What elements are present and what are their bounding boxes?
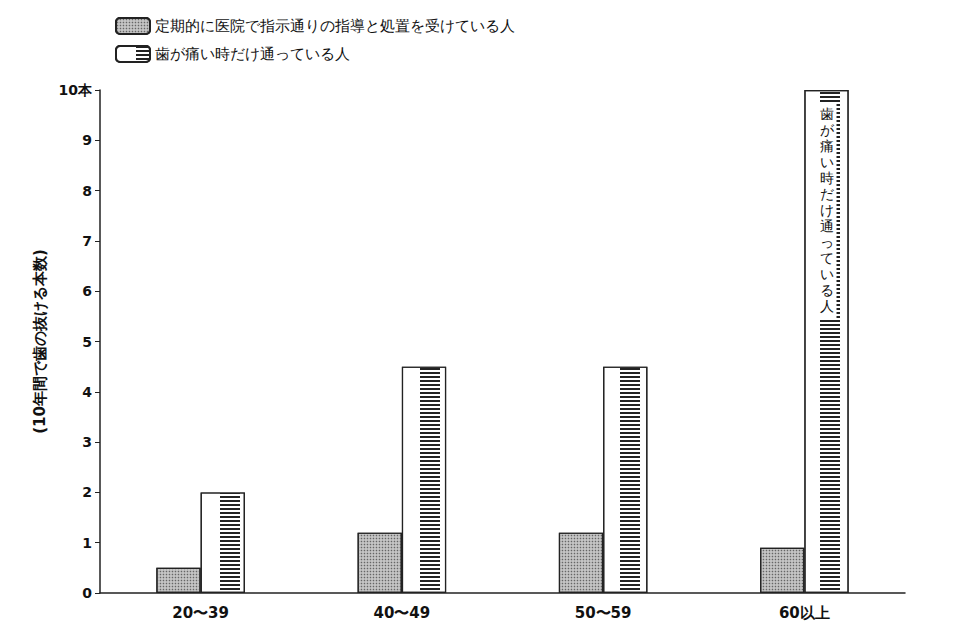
svg-text:歯が痛い時だけ通っている人: 歯が痛い時だけ通っている人 [155,45,350,63]
svg-text:20〜39: 20〜39 [172,604,229,622]
svg-text:定期的に医院で指示通りの指導と処置を受けている人: 定期的に医院で指示通りの指導と処置を受けている人 [155,17,515,35]
svg-text:8: 8 [82,183,92,199]
svg-text:10本: 10本 [59,82,93,98]
svg-text:(10年間で歯の抜ける本数): (10年間で歯の抜ける本数) [31,249,49,434]
svg-text:6: 6 [82,283,92,299]
svg-text:人: 人 [820,298,834,314]
svg-text:い: い [820,154,834,170]
svg-text:痛: 痛 [820,138,834,154]
svg-text:7: 7 [82,233,92,249]
svg-text:2: 2 [82,484,92,500]
svg-text:け: け [820,202,834,218]
svg-text:る: る [820,282,834,298]
svg-text:が: が [820,122,835,138]
svg-text:40〜49: 40〜49 [374,604,431,622]
svg-text:だ: だ [820,186,834,202]
svg-text:5: 5 [82,334,92,350]
svg-text:い: い [820,266,834,282]
svg-text:1: 1 [82,535,92,551]
svg-text:っ: っ [820,234,834,250]
svg-text:50〜59: 50〜59 [575,604,632,622]
svg-text:9: 9 [82,132,92,148]
svg-text:4: 4 [82,384,92,400]
svg-text:時: 時 [820,170,834,186]
svg-text:て: て [820,250,834,266]
svg-text:通: 通 [820,218,834,234]
svg-text:3: 3 [82,434,92,450]
svg-text:0: 0 [82,585,92,601]
svg-text:歯: 歯 [820,106,834,122]
svg-text:60以上: 60以上 [779,604,830,622]
